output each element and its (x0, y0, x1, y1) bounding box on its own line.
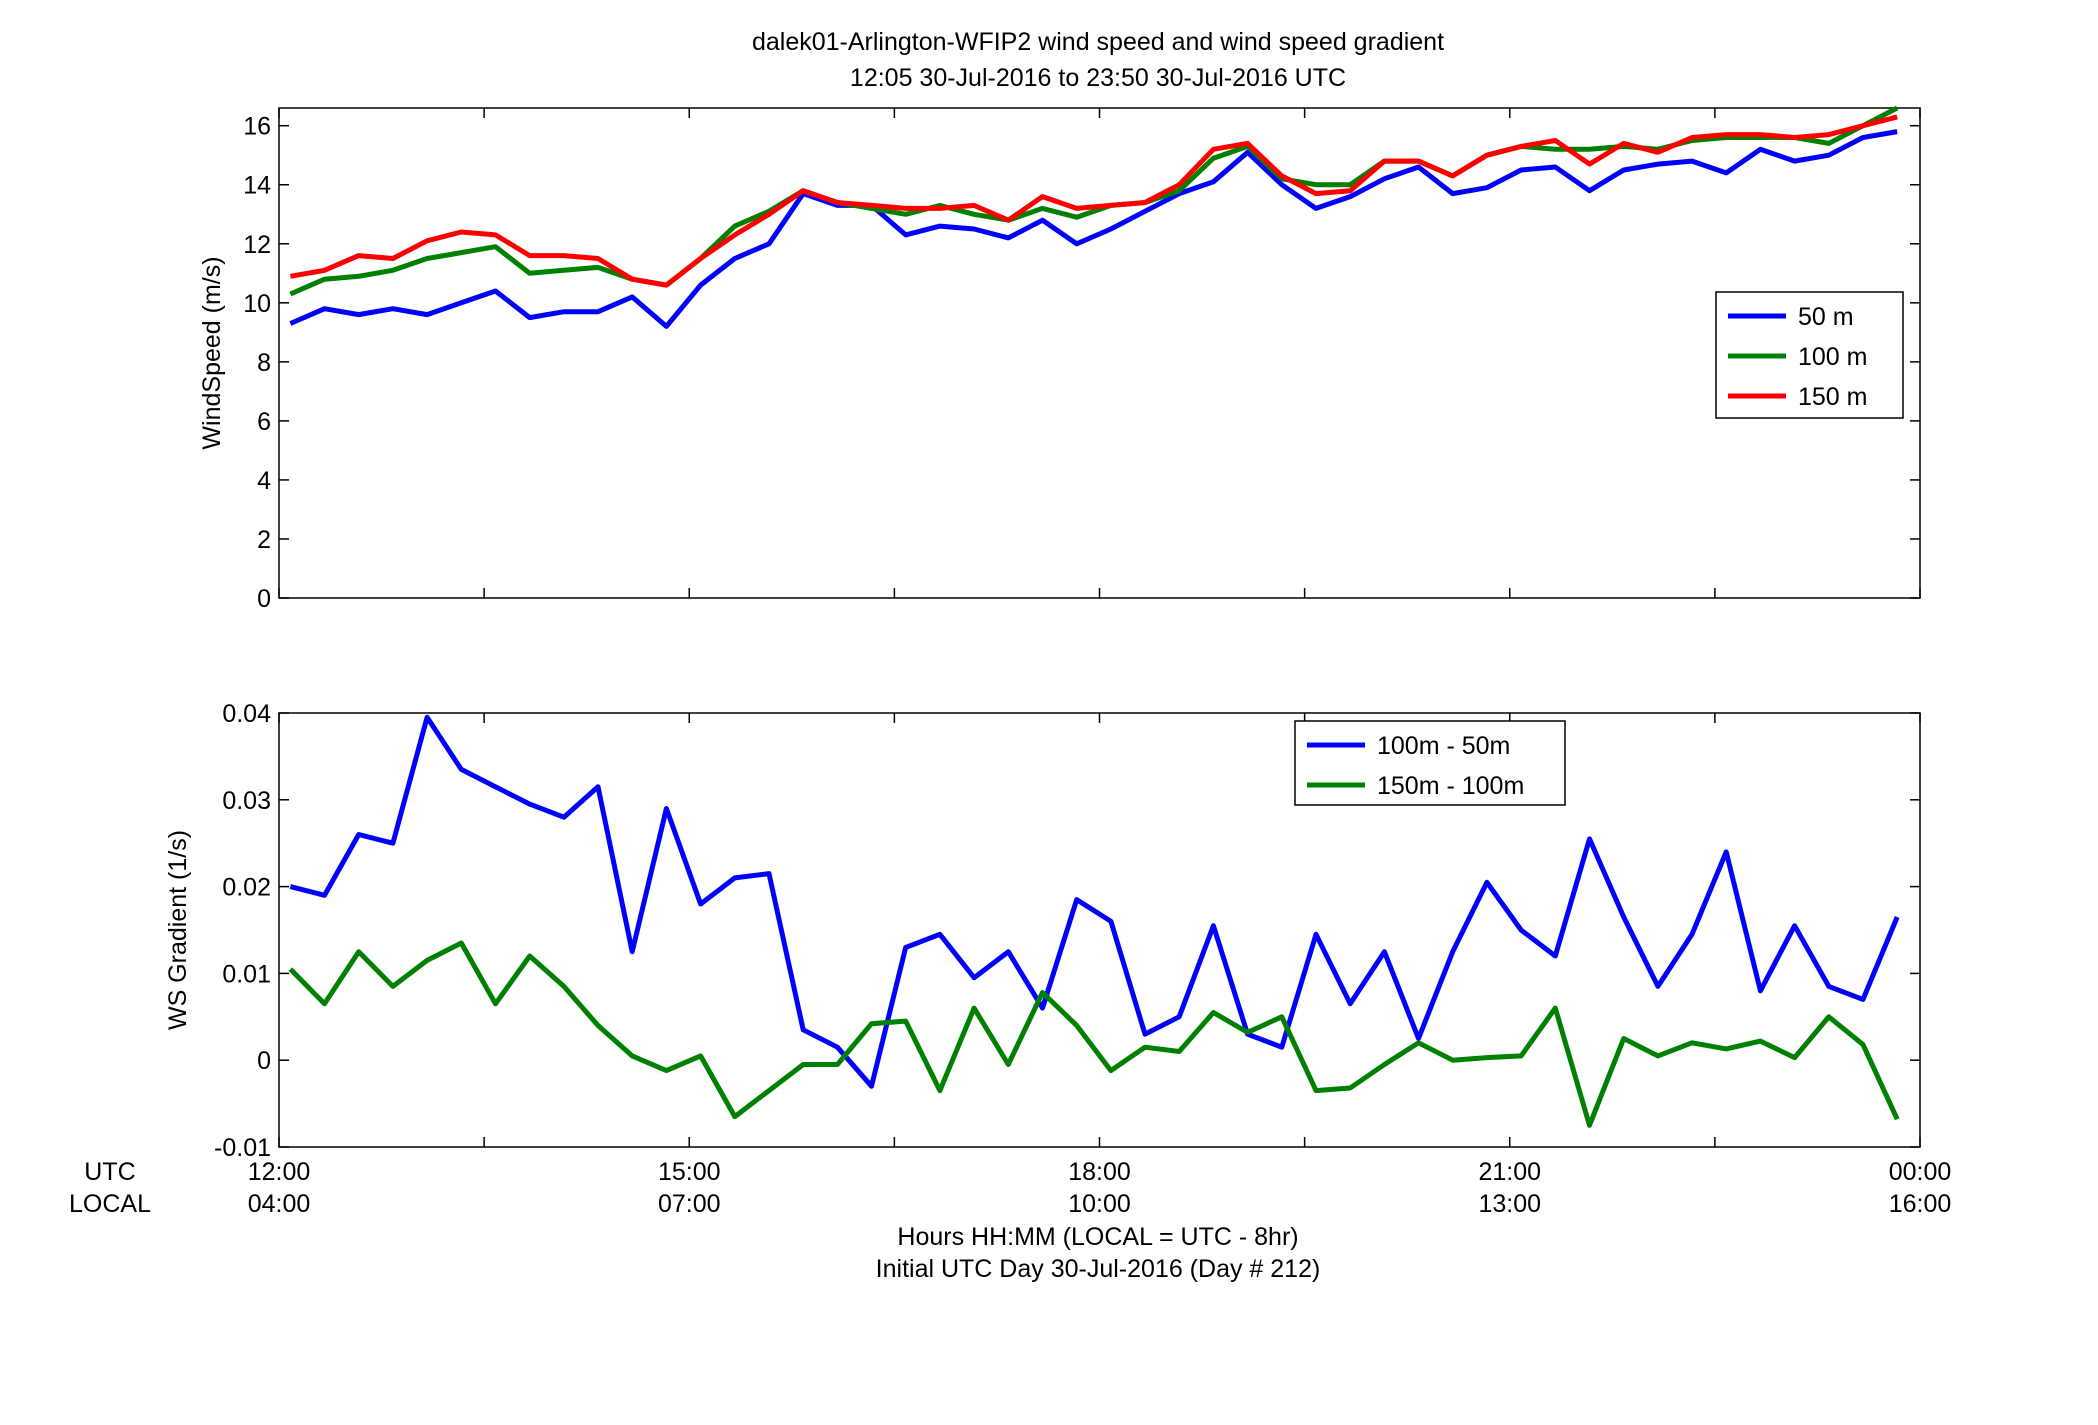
y-tick-label: 12 (243, 231, 271, 259)
x-tick-label-utc: 12:00 (248, 1158, 311, 1186)
y-tick-label: 6 (257, 408, 271, 436)
x-tick-label-utc: 18:00 (1068, 1158, 1131, 1186)
chart-title-line2: 12:05 30-Jul-2016 to 23:50 30-Jul-2016 U… (850, 64, 1346, 92)
legend-entry: 150m - 100m (1377, 772, 1524, 800)
legend: 100m - 50m 150m - 100m (1294, 720, 1566, 806)
x-tick-label-local: 10:00 (1068, 1190, 1131, 1218)
series-line (289, 129, 1898, 329)
series-line (289, 114, 1898, 288)
series-line (288, 940, 1900, 1128)
x-tick-label-local: 07:00 (658, 1190, 721, 1218)
plot-frame (278, 107, 1921, 599)
y-tick-label: 0.04 (222, 700, 271, 728)
series-line (289, 714, 1900, 1089)
x-tick-label-local: 04:00 (248, 1190, 311, 1218)
y-tick-label: 16 (243, 113, 271, 141)
plot-frame (278, 712, 1921, 1148)
y-tick-label: 0 (257, 585, 271, 613)
y-tick-label: -0.01 (214, 1134, 271, 1162)
y-tick-label: 0 (257, 1047, 271, 1075)
legend: 50 m 100 m 150 m (1715, 291, 1904, 419)
x-tick-label-utc: 15:00 (658, 1158, 721, 1186)
y-tick-label: 14 (243, 172, 271, 200)
y-tick-label: 0.02 (222, 874, 271, 902)
y-tick-label: 10 (243, 290, 271, 318)
x-tick-label-local: 13:00 (1478, 1190, 1541, 1218)
y-tick-label: 2 (257, 526, 271, 554)
x-axis-label-line2: Initial UTC Day 30-Jul-2016 (Day # 212) (876, 1255, 1321, 1283)
y-tick-label: 4 (257, 467, 271, 495)
chart-title-line1: dalek01-Arlington-WFIP2 wind speed and w… (752, 28, 1444, 56)
y-axis-label: WindSpeed (m/s) (198, 256, 226, 449)
y-tick-label: 0.01 (222, 960, 271, 988)
gradient-panel: -0.01 0 0.01 0.02 0.03 0.04 WS Gradient (1/s) 1… (164, 700, 1921, 1162)
y-tick-label: 0.03 (222, 787, 271, 815)
legend-entry: 50 m (1798, 303, 1854, 331)
local-row-label: LOCAL (69, 1190, 151, 1218)
y-axis-label: WS Gradient (1/s) (164, 830, 192, 1030)
x-tick-label-local: 16:00 (1889, 1190, 1952, 1218)
legend-box (1294, 720, 1566, 806)
x-tick-label-utc: 21:00 (1478, 1158, 1541, 1186)
x-axis-label-line1: Hours HH:MM (LOCAL = UTC - 8hr) (897, 1223, 1298, 1251)
utc-row-label: UTC (84, 1158, 135, 1186)
legend-entry: 100 m (1798, 343, 1867, 371)
legend-entry: 100m - 50m (1377, 732, 1510, 760)
legend-entry: 150 m (1798, 383, 1867, 411)
x-tick-label-utc: 00:00 (1889, 1158, 1952, 1186)
windspeed-panel: 0 2 4 6 8 10 12 14 16 WindSpeed (m/s) 50 m 100 m 150… (198, 105, 1921, 613)
y-tick-label: 8 (257, 349, 271, 377)
x-axis-labels: UTC LOCAL 12:00 04:00 15:00 07:00 18:00 10:00… (69, 1158, 1951, 1218)
